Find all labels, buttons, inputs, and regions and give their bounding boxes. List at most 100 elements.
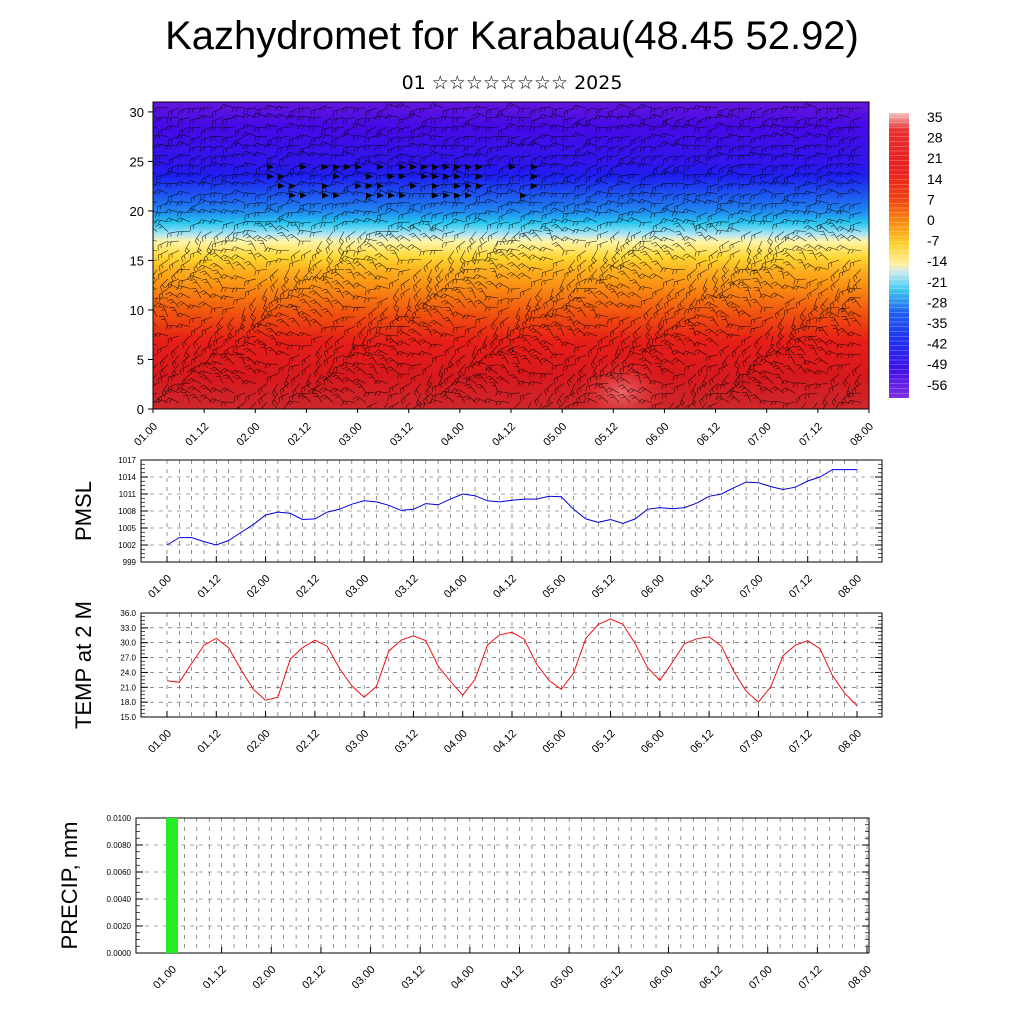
- temperature-band: [153, 305, 869, 309]
- temperature-band: [153, 158, 869, 163]
- temperature-band: [153, 205, 869, 210]
- temperature-band: [153, 168, 869, 172]
- temperature-band: [153, 272, 869, 276]
- temperature-band: [153, 319, 869, 323]
- x-tick-label: 03.00: [350, 964, 378, 992]
- temperature-band: [153, 153, 869, 158]
- temperature-band: [153, 124, 869, 128]
- wind-barb-flags: [267, 164, 538, 199]
- x-tick-label: 05.12: [598, 964, 626, 992]
- temperature-band: [153, 183, 869, 187]
- colorbar-label: -21: [927, 274, 947, 290]
- pmsl-panel: PMSL 999 1002 1005 1008 1011 1014 1017 01.00 01.1…: [71, 456, 883, 601]
- temperature-band: [153, 280, 869, 284]
- temperature-band: [153, 374, 869, 378]
- temperature-band: [153, 248, 869, 252]
- colorbar-label: 28: [927, 130, 943, 146]
- temperature-band: [153, 220, 869, 224]
- temperature-band: [153, 116, 869, 120]
- temperature-band: [153, 401, 869, 405]
- panel-frame: [140, 612, 883, 718]
- temperature-band: [153, 349, 869, 353]
- colorbar-label: -49: [927, 356, 947, 372]
- x-tick-label: 07.12: [797, 421, 825, 449]
- y-tick-label: 1005: [118, 524, 136, 533]
- temperature-band: [153, 238, 869, 242]
- x-tick-label: 02.00: [245, 728, 273, 756]
- temperature-band: [153, 314, 869, 318]
- temperature-band: [153, 111, 869, 115]
- temperature-band: [153, 131, 869, 135]
- temperature-band: [153, 352, 869, 356]
- temperature-band: [153, 332, 869, 336]
- pmsl-series-line: [166, 469, 857, 546]
- y-tick-label: 20: [130, 204, 144, 219]
- x-tick-label: 06.12: [695, 421, 723, 449]
- temperature-band: [153, 198, 869, 202]
- temperature-band: [153, 225, 869, 229]
- temperature-band: [153, 309, 869, 314]
- x-tick-label: 02.12: [294, 728, 322, 756]
- y-tick-label: 0.0040: [107, 895, 132, 904]
- temperature-band: [153, 295, 869, 299]
- temperature-band: [153, 381, 869, 385]
- temperature-band: [153, 285, 869, 289]
- wind-barbs: [153, 103, 862, 409]
- temperature-band: [153, 193, 869, 197]
- colorbar-label: -7: [927, 233, 940, 249]
- temperature-band: [153, 245, 869, 249]
- x-tick-label: 04.12: [491, 573, 519, 601]
- temperature-band: [153, 201, 869, 205]
- precip-panel: PRECIP, mm 0.0000 0.0020 0.0040 0.0060 0.0080…: [57, 814, 874, 992]
- x-tick-label: 07.00: [746, 421, 774, 449]
- x-tick-label: 06.00: [639, 728, 667, 756]
- temperature-band: [153, 210, 869, 215]
- x-tick-label: 04.00: [439, 421, 467, 449]
- x-tick-label: 07.00: [738, 728, 766, 756]
- y-tick-label: 33.0: [120, 624, 136, 633]
- cross-section-panel: 0 5 10 15 20 25 30 01.00 01.12 02.00 02.12 03.00 03…: [130, 101, 876, 449]
- colorbar-label: -42: [927, 336, 947, 352]
- x-tick-label: 06.12: [688, 728, 716, 756]
- temperature-band: [153, 233, 869, 237]
- temperature-band: [153, 371, 869, 375]
- temperature-band: [153, 292, 869, 296]
- x-tick-label: 03.00: [343, 728, 371, 756]
- temperature-band: [153, 119, 869, 123]
- x-tick-label: 08.00: [848, 421, 876, 449]
- y-tick-label: 18.0: [120, 698, 136, 707]
- y-tick-label: 36.0: [120, 609, 136, 618]
- colorbar-label: 0: [927, 212, 935, 228]
- colorbar-label: -56: [927, 377, 947, 393]
- temperature-band: [153, 181, 869, 185]
- x-tick-label: 04.00: [442, 573, 470, 601]
- temperature-band: [153, 369, 869, 373]
- temperature-band: [153, 399, 869, 403]
- temperature-band: [153, 342, 869, 346]
- temperature-band: [153, 389, 869, 393]
- temperature-band: [153, 277, 869, 281]
- temperature-band: [153, 243, 869, 247]
- y-axis-title: PMSL: [71, 481, 96, 541]
- temperature-band: [153, 300, 869, 304]
- temperature-band: [153, 188, 869, 192]
- x-tick-label: 02.00: [234, 421, 262, 449]
- y-tick-label: 1017: [118, 456, 136, 465]
- temperature-band: [153, 262, 869, 267]
- x-tick-label: 07.12: [797, 964, 825, 992]
- x-tick-label: 01.12: [183, 421, 211, 449]
- temperature-band: [153, 337, 869, 341]
- temperature-band: [153, 406, 869, 409]
- x-tick-label: 02.12: [286, 421, 314, 449]
- temperature-band: [153, 379, 869, 383]
- y-tick-label: 1008: [118, 507, 136, 516]
- x-tick-label: 01.00: [146, 728, 174, 756]
- temperature-band: [153, 223, 869, 227]
- warm-surface-patch: [576, 358, 668, 409]
- x-tick-label: 05.12: [590, 573, 618, 601]
- temperature-band: [153, 267, 869, 271]
- temperature-band: [153, 136, 869, 140]
- x-tick-label: 04.00: [442, 728, 470, 756]
- x-tick-label: 01.12: [195, 728, 223, 756]
- x-tick-label: 06.12: [688, 573, 716, 601]
